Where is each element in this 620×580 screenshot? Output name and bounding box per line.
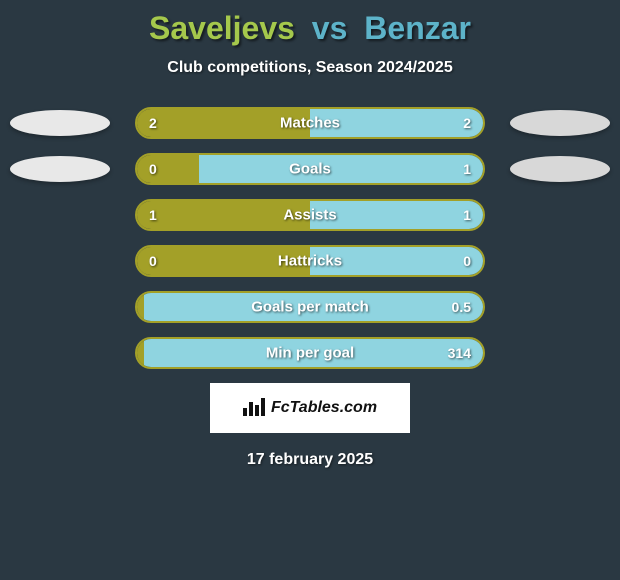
stat-value-left: 1	[149, 207, 157, 223]
stats-area: Matches22Goals01Assists11Hattricks00Goal…	[0, 107, 620, 369]
stat-value-right: 314	[448, 345, 471, 361]
stat-value-right: 0	[463, 253, 471, 269]
stat-row: Matches 2 2	[135, 107, 485, 139]
player1-name: Saveljevs	[149, 10, 295, 46]
stat-label: Assists	[283, 207, 336, 224]
site-name: FcTables.com	[271, 399, 377, 417]
footer-date: 17 february 2025	[0, 451, 620, 469]
player2-badge-top	[510, 110, 610, 136]
stat-rows: Matches22Goals01Assists11Hattricks00Goal…	[135, 107, 485, 369]
player1-badge-top	[10, 110, 110, 136]
stat-value-left: 0	[149, 161, 157, 177]
site-badge: FcTables.com	[210, 383, 410, 433]
comparison-container: Saveljevs vs Benzar Club competitions, S…	[0, 0, 620, 580]
player2-name: Benzar	[364, 10, 471, 46]
stat-value-right: 0.5	[452, 299, 471, 315]
stat-row: Goals per match 0.5	[135, 291, 485, 323]
stat-label: Hattricks	[278, 253, 342, 270]
stat-row: Goals 0 1	[135, 153, 485, 185]
stat-label: Min per goal	[266, 345, 354, 362]
player2-badge-bottom	[510, 156, 610, 182]
vs-label: vs	[312, 10, 348, 46]
stat-bar-left	[137, 155, 199, 183]
stat-bar-right	[199, 155, 483, 183]
stat-value-left: 2	[149, 115, 157, 131]
stat-value-left: 0	[149, 253, 157, 269]
stat-bar-left	[137, 339, 144, 367]
player1-badge-bottom	[10, 156, 110, 182]
chart-icon	[243, 396, 265, 421]
stat-label: Goals per match	[251, 299, 369, 316]
page-title: Saveljevs vs Benzar	[0, 10, 620, 47]
stat-label: Matches	[280, 115, 340, 132]
subtitle: Club competitions, Season 2024/2025	[0, 59, 620, 77]
stat-value-right: 1	[463, 161, 471, 177]
stat-row: Hattricks 0 0	[135, 245, 485, 277]
stat-value-right: 1	[463, 207, 471, 223]
stat-value-right: 2	[463, 115, 471, 131]
stat-row: Assists 1 1	[135, 199, 485, 231]
stat-bar-left	[137, 293, 144, 321]
stat-row: Min per goal 314	[135, 337, 485, 369]
stat-label: Goals	[289, 161, 331, 178]
